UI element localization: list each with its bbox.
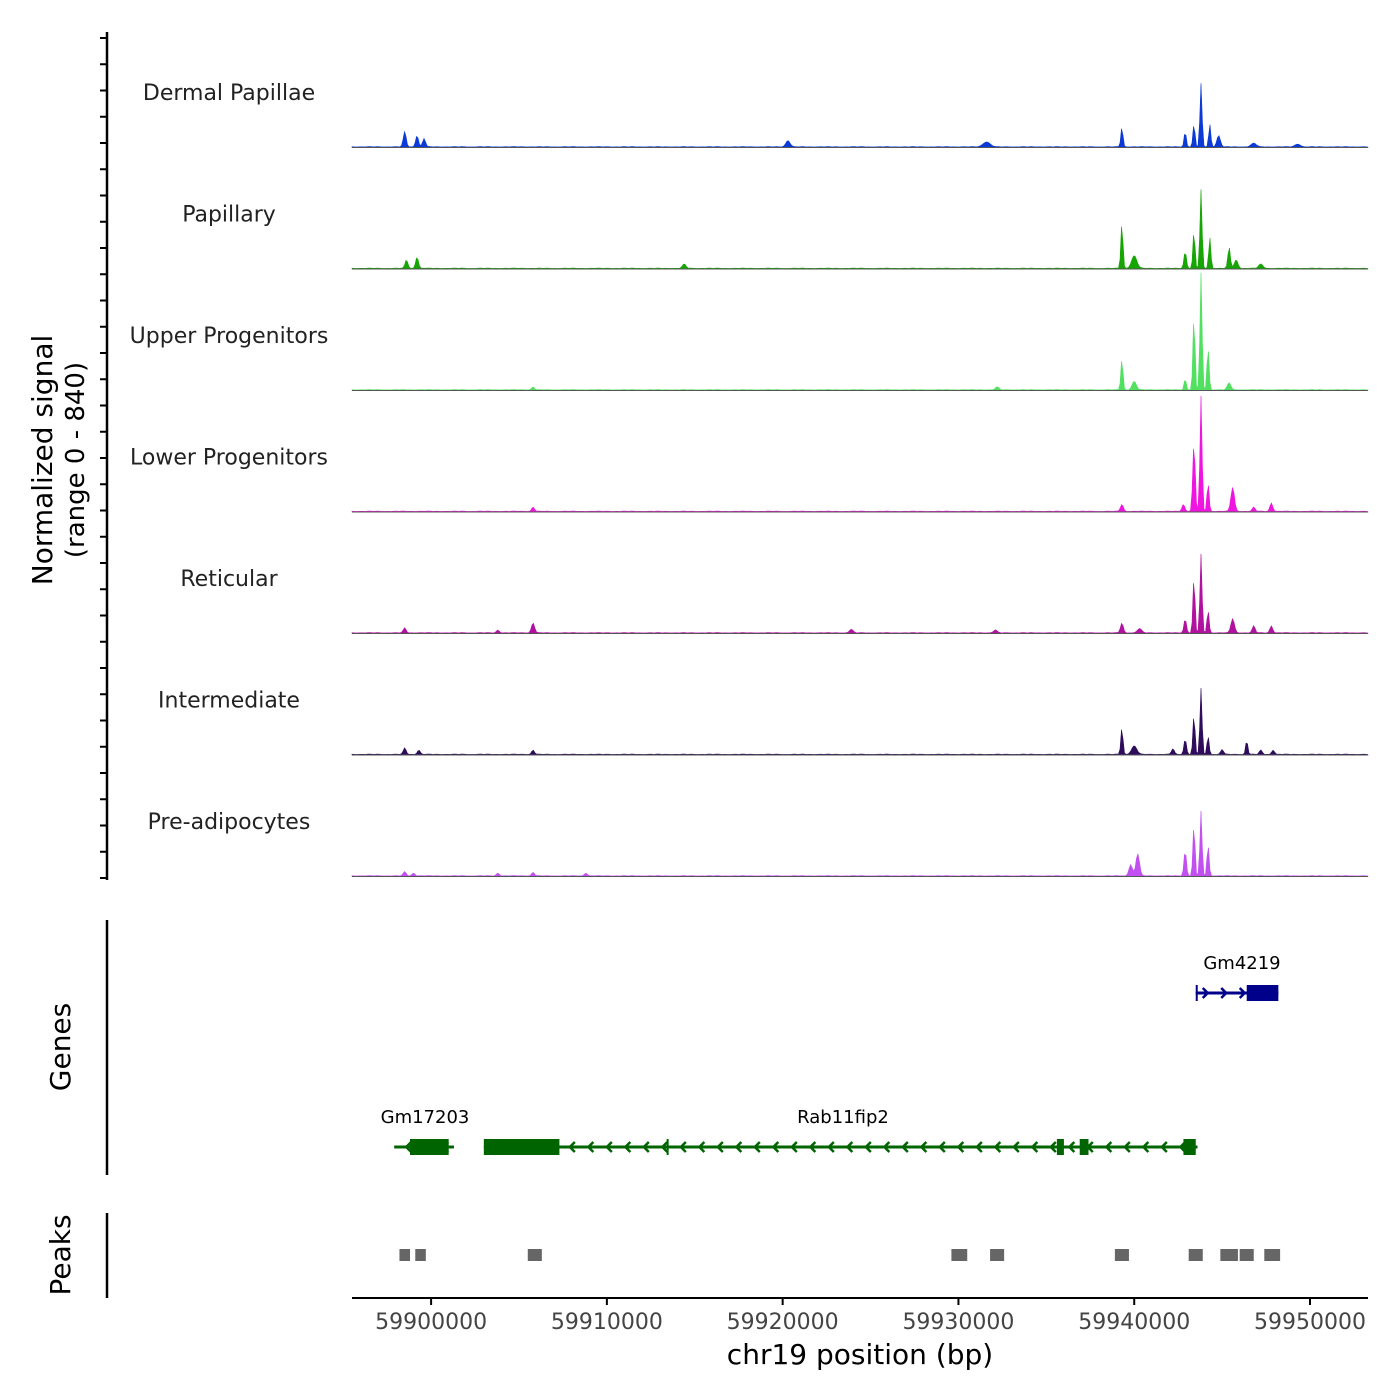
track-pre-adipocytes: Pre-adipocytes bbox=[148, 810, 1369, 877]
signal-area bbox=[351, 810, 1369, 877]
strand-arrow bbox=[827, 1141, 835, 1153]
coverage-ylabel-line2: (range 0 - 840) bbox=[61, 362, 91, 558]
gene-exon bbox=[1183, 1139, 1196, 1155]
peak-region bbox=[527, 1249, 542, 1261]
gene-gm4219: Gm4219 bbox=[1195, 953, 1281, 1001]
strand-arrow bbox=[1141, 1141, 1150, 1153]
track-label: Dermal Papillae bbox=[143, 81, 315, 106]
gene-label: Gm4219 bbox=[1203, 953, 1280, 974]
strand-arrow bbox=[1238, 987, 1247, 999]
x-tick-label: 59940000 bbox=[1078, 1310, 1190, 1335]
strand-arrow bbox=[1067, 1141, 1076, 1153]
strand-arrow bbox=[808, 1141, 817, 1153]
strand-arrow bbox=[1201, 987, 1210, 999]
peak-region bbox=[1114, 1249, 1129, 1261]
strand-arrow bbox=[845, 1141, 854, 1153]
track-label: Pre-adipocytes bbox=[148, 810, 311, 835]
strand-arrow bbox=[1160, 1141, 1168, 1153]
gene-exon bbox=[666, 1139, 669, 1155]
gene-label: Gm17203 bbox=[381, 1107, 470, 1128]
strand-arrow bbox=[404, 1141, 413, 1153]
track-lower-progenitors: Lower Progenitors bbox=[130, 395, 1369, 513]
strand-arrow bbox=[1030, 1141, 1039, 1153]
strand-arrow bbox=[1104, 1141, 1113, 1153]
strand-arrow bbox=[716, 1141, 724, 1153]
gene-gm17203: Gm17203 bbox=[381, 1107, 470, 1155]
peak-region bbox=[1264, 1249, 1281, 1261]
strand-arrow bbox=[882, 1141, 891, 1153]
genes-track: Gm4219 Gm17203 Rab11fip2 bbox=[381, 953, 1281, 1155]
x-axis-ticks: 59900000 59910000 59920000 59930000 59940000… bbox=[375, 1298, 1366, 1335]
signal-area bbox=[351, 272, 1369, 391]
strand-arrow bbox=[771, 1141, 780, 1153]
genes-track-label: Genes bbox=[44, 1003, 77, 1091]
gene-exon bbox=[410, 1139, 449, 1155]
strand-arrow bbox=[586, 1141, 595, 1153]
strand-arrow bbox=[697, 1141, 706, 1153]
gene-label: Rab11fip2 bbox=[797, 1107, 889, 1128]
track-label: Reticular bbox=[180, 567, 278, 592]
x-tick-label: 59920000 bbox=[727, 1310, 839, 1335]
strand-arrow bbox=[734, 1141, 743, 1153]
strand-arrow bbox=[956, 1141, 965, 1153]
peak-region bbox=[951, 1249, 968, 1261]
coverage-ylabel-line1: Normalized signal bbox=[26, 335, 59, 586]
track-label: Lower Progenitors bbox=[130, 446, 328, 471]
strand-arrow bbox=[605, 1141, 613, 1153]
track-dermal-papillae: Dermal Papillae bbox=[143, 81, 1369, 148]
strand-arrow bbox=[1012, 1141, 1020, 1153]
strand-arrow bbox=[642, 1141, 650, 1153]
peak-region bbox=[1188, 1249, 1203, 1261]
track-papillary: Papillary bbox=[182, 189, 1369, 270]
peak-region bbox=[399, 1249, 411, 1261]
strand-arrow bbox=[753, 1141, 761, 1153]
track-intermediate: Intermediate bbox=[158, 687, 1369, 756]
track-label: Intermediate bbox=[158, 689, 300, 714]
strand-arrow bbox=[790, 1141, 798, 1153]
gene-exon bbox=[483, 1139, 560, 1155]
signal-area bbox=[351, 687, 1369, 756]
x-tick-label: 59900000 bbox=[375, 1310, 487, 1335]
peak-region bbox=[415, 1249, 426, 1261]
track-reticular: Reticular bbox=[180, 553, 1369, 634]
strand-arrow bbox=[901, 1141, 909, 1153]
peaks-track bbox=[399, 1249, 1281, 1261]
gene-rab11fip2: Rab11fip2 bbox=[483, 1107, 1198, 1155]
strand-arrow bbox=[660, 1141, 669, 1153]
peak-region bbox=[1239, 1249, 1254, 1261]
strand-arrow bbox=[975, 1141, 983, 1153]
signal-area bbox=[351, 83, 1369, 148]
strand-arrow bbox=[864, 1141, 872, 1153]
x-axis-label: chr19 position (bp) bbox=[727, 1338, 993, 1371]
gene-exon bbox=[1079, 1139, 1089, 1155]
track-label: Upper Progenitors bbox=[130, 324, 329, 349]
x-tick-label: 59930000 bbox=[902, 1310, 1014, 1335]
x-tick-label: 59950000 bbox=[1254, 1310, 1366, 1335]
signal-area bbox=[351, 395, 1369, 513]
x-tick-label: 59910000 bbox=[551, 1310, 663, 1335]
strand-arrow bbox=[993, 1141, 1002, 1153]
gene-exon bbox=[1246, 985, 1279, 1001]
strand-arrow bbox=[623, 1141, 632, 1153]
peak-region bbox=[990, 1249, 1005, 1261]
gene-exon bbox=[1056, 1139, 1064, 1155]
signal-area bbox=[351, 189, 1369, 270]
strand-arrow bbox=[1123, 1141, 1131, 1153]
strand-arrow bbox=[938, 1141, 946, 1153]
track-upper-progenitors: Upper Progenitors bbox=[130, 272, 1369, 391]
gene-exon bbox=[1195, 985, 1198, 1001]
track-label: Papillary bbox=[182, 203, 276, 228]
strand-arrow bbox=[1049, 1141, 1057, 1153]
coverage-y-axis bbox=[100, 32, 109, 880]
strand-arrow bbox=[919, 1141, 928, 1153]
signal-area bbox=[351, 553, 1369, 634]
strand-arrow bbox=[568, 1141, 576, 1153]
strand-arrow bbox=[679, 1141, 687, 1153]
strand-arrow bbox=[1220, 987, 1229, 999]
peaks-track-label: Peaks bbox=[44, 1214, 77, 1295]
coverage-tracks: Dermal Papillae Papillary Upper Progenitor… bbox=[130, 81, 1369, 877]
peak-region bbox=[1220, 1249, 1238, 1261]
